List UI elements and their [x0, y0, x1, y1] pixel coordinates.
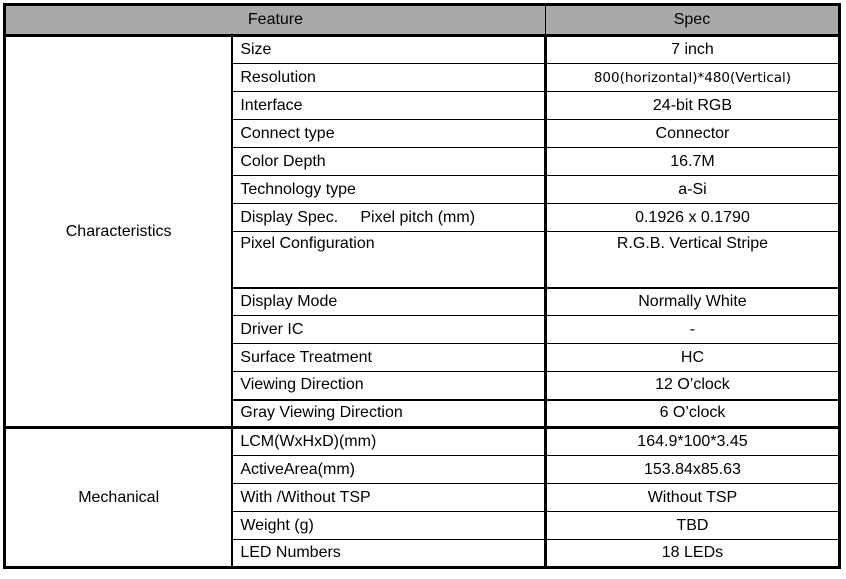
table-row: Mechanical LCM(WxHxD)(mm) 164.9*100*3.45 [4, 426, 841, 568]
table-row: Gray Viewing Direction 6 O’clock [5, 399, 841, 428]
feature-cell: Surface Treatment [231, 343, 547, 372]
feature-cell: Connect type [231, 119, 547, 148]
feature-cell: LED Numbers [231, 539, 547, 568]
feature-cell: Viewing Direction [231, 371, 547, 401]
spec-cell: - [543, 315, 841, 344]
spec-cell: R.G.B. Vertical Stripe [543, 231, 841, 289]
table-row: Display Mode Normally White [5, 287, 841, 316]
table-row: Display Spec. Pixel pitch (mm) 0.1926 x … [5, 203, 841, 232]
feature-header-cell: Feature [4, 4, 546, 37]
spec-cell: 7 inch [543, 35, 841, 64]
spec-cell: TBD [543, 511, 841, 540]
category-cell-characteristics: Characteristics [4, 35, 234, 428]
table-row: LED Numbers 18 LEDs [5, 539, 841, 568]
category-cell-mechanical: Mechanical [4, 426, 234, 568]
table-row: Connect type Connector [5, 119, 841, 148]
feature-cell: Driver IC [231, 315, 547, 344]
spec-header-cell: Spec [544, 4, 841, 37]
feature-cell: Display Mode [231, 287, 547, 316]
table-row: Color Depth 16.7M [5, 147, 841, 176]
spec-table: Feature Spec Characteristics Size 7 inch… [3, 3, 841, 569]
spec-cell: 24-bit RGB [543, 91, 841, 120]
spec-cell: Connector [543, 119, 841, 148]
feature-cell: With /Without TSP [231, 483, 547, 512]
spec-cell: 18 LEDs [543, 539, 841, 568]
feature-cell: Interface [231, 91, 547, 120]
table-row: Surface Treatment HC [5, 343, 841, 372]
table-row: Pixel Configuration R.G.B. Vertical Stri… [5, 231, 841, 289]
table-row: With /Without TSP Without TSP [5, 483, 841, 512]
spec-cell: 164.9*100*3.45 [543, 426, 841, 456]
table-row: Resolution 800(horizontal)*480(Vertical) [5, 63, 841, 92]
feature-cell: Color Depth [231, 147, 547, 176]
feature-cell: Pixel Configuration [231, 231, 547, 289]
table-row: ActiveArea(mm) 153.84x85.63 [5, 455, 841, 484]
spec-cell: 6 O’clock [543, 399, 841, 428]
spec-cell: Normally White [543, 287, 841, 316]
spec-cell: 12 O’clock [543, 371, 841, 401]
spec-cell: 800(horizontal)*480(Vertical) [543, 63, 841, 92]
spec-cell: 16.7M [543, 147, 841, 176]
table-row: Interface 24-bit RGB [5, 91, 841, 120]
table-row: Weight (g) TBD [5, 511, 841, 540]
table-row: Characteristics Size 7 inch [4, 35, 841, 428]
spec-cell: HC [543, 343, 841, 372]
feature-cell: Display Spec. Pixel pitch (mm) [231, 203, 547, 232]
feature-cell: ActiveArea(mm) [231, 455, 547, 484]
table-row: Viewing Direction 12 O’clock [5, 371, 841, 401]
feature-cell: Gray Viewing Direction [231, 399, 547, 428]
table-row: Technology type a-Si [5, 175, 841, 204]
feature-cell: Resolution [231, 63, 547, 92]
spec-cell: Without TSP [543, 483, 841, 512]
feature-cell: Weight (g) [231, 511, 547, 540]
spec-cell: 153.84x85.63 [543, 455, 841, 484]
feature-cell: Size [231, 35, 547, 64]
feature-cell: Technology type [231, 175, 547, 204]
spec-cell: a-Si [543, 175, 841, 204]
table-header-row: Feature Spec [4, 4, 841, 37]
feature-cell: LCM(WxHxD)(mm) [231, 426, 547, 456]
spec-cell: 0.1926 x 0.1790 [543, 203, 841, 232]
